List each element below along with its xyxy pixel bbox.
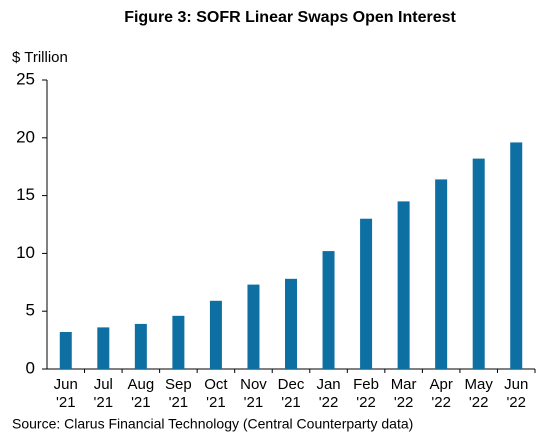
x-tick-label: Nov '21 [240,376,267,411]
bar [510,142,523,369]
x-tick-label: Oct '21 [204,376,228,411]
x-tick-label: Jan '22 [316,376,340,411]
y-tick-label: 15 [16,185,35,204]
bar [97,327,110,369]
x-tick-label: Jul '21 [94,376,114,411]
x-tick-label: May '22 [465,376,494,411]
y-tick-label: 0 [26,358,35,377]
bar [59,332,72,369]
source-note: Source: Clarus Financial Technology (Cen… [12,416,413,432]
y-tick-label: 25 [16,69,35,88]
y-tick-label: 20 [16,127,35,146]
bar [397,201,410,369]
x-tick-label: Aug '21 [127,376,154,411]
bar [360,218,373,369]
x-tick-label: Jun '22 [504,376,528,411]
x-tick-label: Sep '21 [165,376,192,411]
y-tick-label: 5 [26,301,35,320]
bar [247,284,260,369]
x-tick-label: Mar '22 [391,376,417,411]
bar [172,315,185,369]
bar [134,323,147,369]
y-tick-label: 10 [16,243,35,262]
bar [435,179,448,369]
x-tick-label: Apr '22 [429,376,452,411]
x-tick-label: Dec '21 [278,376,305,411]
x-tick-label: Jun '21 [54,376,78,411]
chart-title: Figure 3: SOFR Linear Swaps Open Interes… [124,9,456,26]
bar [209,300,222,369]
x-tick-label: Feb '22 [353,376,379,411]
bar [472,158,485,369]
bar [285,278,297,369]
y-axis-label: $ Trillion [12,49,68,66]
bar [322,251,335,369]
